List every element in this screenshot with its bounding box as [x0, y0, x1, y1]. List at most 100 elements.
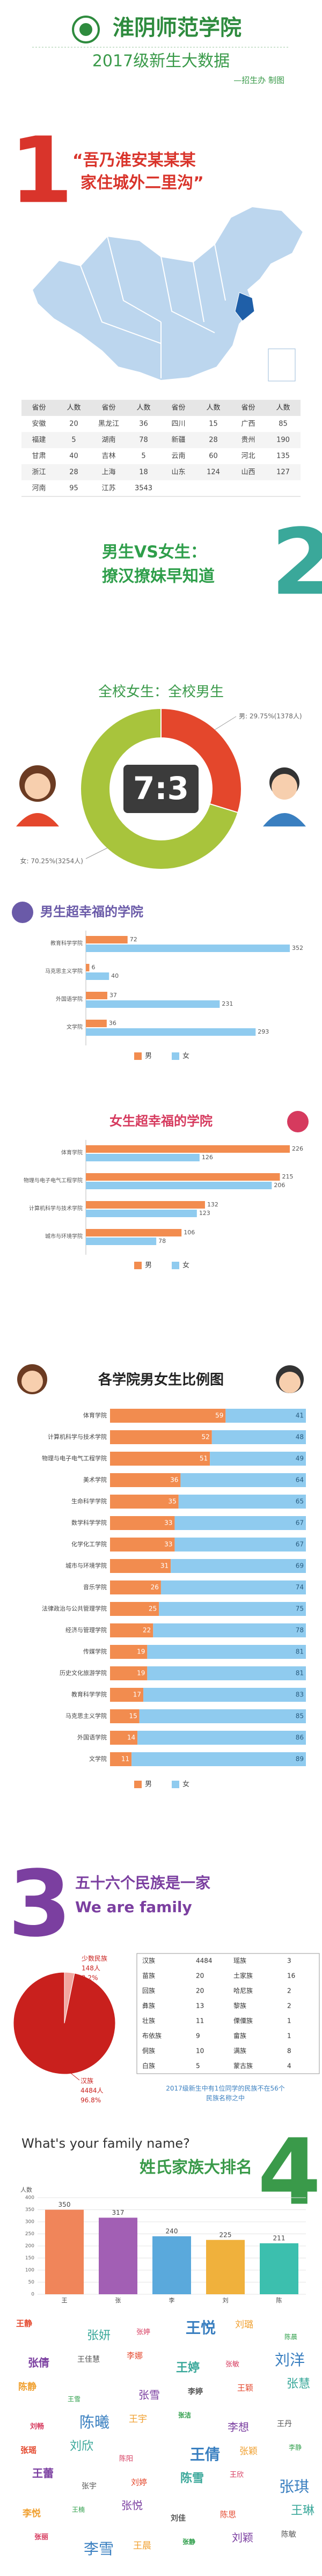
- cloud-name: 王楠: [72, 2506, 85, 2514]
- table-cell: 上海: [101, 469, 115, 477]
- thumb-icon: [287, 1111, 309, 1132]
- y-tick-label: 150: [25, 2256, 34, 2261]
- cloud-name: 王佳慧: [77, 2355, 100, 2364]
- value-label: 85: [296, 1713, 304, 1720]
- value-label: 36: [109, 1020, 116, 1027]
- table-cell: 吉林: [101, 452, 115, 460]
- bar-segment: [139, 1709, 306, 1723]
- table-cell: 广西: [241, 420, 255, 428]
- table-header: 省份: [101, 404, 115, 412]
- cloud-name: 张丽: [34, 2534, 48, 2542]
- bar-segment: [174, 1516, 306, 1530]
- table-row-bg: [21, 464, 301, 480]
- bar: [86, 1145, 290, 1153]
- bar-segment: [143, 1688, 306, 1702]
- section-subtitle: We are family: [75, 1898, 192, 1916]
- value-label: 33: [164, 1519, 172, 1527]
- value-label: 352: [292, 945, 303, 952]
- cloud-name: 王丹: [277, 2420, 292, 2428]
- x-tick-label: 李: [169, 2296, 175, 2304]
- donut-slice: [160, 707, 242, 814]
- cloud-name: 张倩: [28, 2357, 49, 2369]
- value-label: 36: [170, 1476, 178, 1484]
- cloud-name: 陈晨: [284, 2333, 297, 2341]
- value-label: 78: [158, 1238, 166, 1245]
- value-label: 19: [137, 1670, 145, 1677]
- value-label: 86: [296, 1734, 304, 1741]
- table-row-bg: [21, 448, 301, 464]
- value-label: 231: [222, 1000, 233, 1007]
- category-label: 物理与电子电气工程学院: [24, 1177, 83, 1184]
- table-cell: 2: [287, 2002, 291, 2010]
- cloud-name: 刘欣: [70, 2440, 93, 2453]
- y-tick-label: 200: [25, 2244, 34, 2249]
- bar: [86, 936, 128, 943]
- chart-title: 各学院男女生比例图: [98, 1372, 224, 1388]
- bar-segment: [110, 1645, 148, 1659]
- value-label: 215: [282, 1173, 294, 1180]
- category-label: 法律政治与公共管理学院: [42, 1605, 107, 1612]
- category-label: 城市与环境学院: [45, 1233, 83, 1240]
- cloud-name: 张宇: [82, 2482, 97, 2491]
- value-label: 81: [296, 1648, 304, 1656]
- table-cell: 5: [141, 452, 145, 460]
- category-label: 计算机科学与技术学院: [29, 1205, 83, 1212]
- table-cell: 78: [139, 436, 148, 444]
- donut-slice: [80, 707, 239, 870]
- table-cell: 苗族: [142, 1972, 155, 1980]
- table-row-bg: [21, 432, 301, 448]
- table-cell: 江苏: [101, 484, 115, 493]
- cloud-name: 王婷: [176, 2361, 200, 2375]
- value-label: 33: [164, 1541, 172, 1548]
- bar-segment: [180, 1473, 306, 1487]
- value-label: 17: [133, 1691, 141, 1699]
- caption: 2017级新生中有1位同学的民族不在56个: [166, 2084, 284, 2092]
- category-label: 物理与电子电气工程学院: [42, 1454, 107, 1462]
- section-title: What's your family name?: [21, 2136, 190, 2151]
- cloud-name: 张洁: [178, 2411, 191, 2419]
- value-label: 126: [202, 1154, 213, 1161]
- value-label: 211: [273, 2235, 286, 2242]
- table-cell: 60: [209, 452, 218, 460]
- category-label: 马克思主义学院: [45, 968, 83, 975]
- cloud-name: 张颖: [239, 2446, 258, 2457]
- value-label: 225: [219, 2231, 232, 2238]
- section-number: 1: [10, 118, 73, 224]
- bar-segment: [211, 1430, 306, 1444]
- table-cell: 畲族: [233, 2032, 246, 2040]
- table-cell: 1: [287, 2017, 291, 2025]
- value-label: 6: [91, 964, 95, 971]
- category-label: 教育科学学院: [71, 1690, 107, 1698]
- category-label: 外国语学院: [77, 1733, 107, 1741]
- y-tick-label: 50: [28, 2280, 35, 2285]
- table-cell: 190: [276, 436, 290, 444]
- category-label: 外国语学院: [56, 996, 83, 1002]
- slice-label: 96.8%: [80, 2097, 101, 2104]
- bar: [206, 2240, 245, 2294]
- category-label: 文学院: [67, 1023, 83, 1030]
- bar-segment: [110, 1430, 212, 1444]
- table-header: 省份: [32, 404, 46, 412]
- table-cell: 汉族: [142, 1957, 155, 1965]
- table-cell: 山东: [171, 469, 185, 477]
- cloud-name: 王琳: [291, 2504, 314, 2518]
- value-label: 72: [130, 936, 137, 943]
- y-tick-label: 0: [31, 2292, 34, 2297]
- table-cell: 4: [287, 2062, 291, 2070]
- chart-title: 男生超幸福的学院: [40, 904, 143, 919]
- bar: [86, 964, 90, 971]
- table-cell: 满族: [233, 2047, 246, 2055]
- bar-segment: [110, 1538, 175, 1552]
- bar-segment: [147, 1666, 306, 1680]
- category-label: 数学科学学院: [71, 1519, 107, 1526]
- table-cell: 36: [139, 420, 148, 428]
- bar-segment: [147, 1645, 306, 1659]
- table-cell: 9: [196, 2032, 200, 2040]
- leader-line: [68, 2071, 80, 2081]
- girl-avatar: [16, 765, 59, 826]
- cloud-name: 张悦: [121, 2499, 143, 2512]
- bar-segment: [110, 1731, 138, 1745]
- cloud-name: 张雪: [138, 2389, 160, 2402]
- table-cell: 135: [276, 452, 290, 460]
- slice-label: 汉族: [80, 2077, 93, 2085]
